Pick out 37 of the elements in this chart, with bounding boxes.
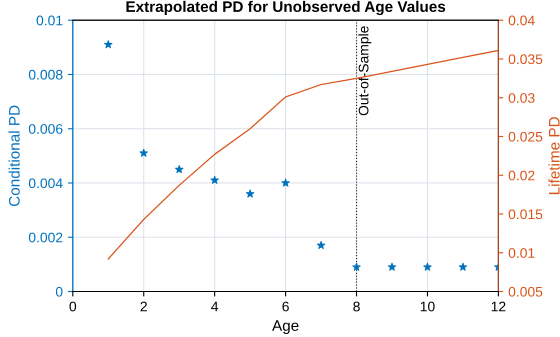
y2-tick-label: 0.025: [508, 132, 542, 142]
y-tick-label: 0.008: [28, 70, 62, 80]
point: [210, 176, 219, 184]
x-tick-label: 0: [69, 302, 76, 312]
ref-line-label: Out-of-Sample: [358, 26, 372, 116]
point: [388, 262, 396, 271]
y-tick-label: 0: [56, 286, 63, 297]
point: [352, 262, 361, 271]
y2-tick-label: 0.02: [508, 170, 534, 180]
y2-axis-title: Lifetime PD: [548, 117, 560, 194]
point: [246, 189, 254, 198]
x-tick-label: 8: [353, 302, 360, 312]
point: [423, 262, 432, 271]
y2-tick-label: 0.01: [508, 248, 534, 258]
x-tick-label: 12: [492, 302, 506, 312]
point: [104, 40, 112, 48]
y2-tick-label: 0.015: [508, 209, 542, 220]
x-tick-label: 2: [140, 302, 147, 312]
y-tick-label: 0.004: [28, 178, 63, 188]
point: [316, 241, 326, 250]
y-tick-label: 0.002: [28, 232, 62, 242]
x-axis-title: Age: [272, 320, 299, 334]
y2-tick-label: 0.04: [508, 16, 535, 26]
x-tick-label: 6: [282, 302, 289, 312]
y2-tick-label: 0.005: [508, 286, 542, 297]
x-tick-label: 4: [211, 302, 218, 312]
y-tick-label: 0.01: [36, 16, 62, 26]
point: [140, 148, 148, 157]
point: [281, 178, 290, 187]
x-tick-label: 10: [420, 302, 435, 312]
point: [458, 262, 468, 271]
y-tick-label: 0.006: [28, 124, 62, 134]
y2-tick-label: 0.035: [508, 54, 542, 64]
point: [175, 165, 184, 174]
chart-title: Extrapolated PD for Unobserved Age Values: [126, 0, 446, 16]
y-axis-title: Conditional PD: [8, 106, 20, 206]
y2-tick-label: 0.03: [508, 93, 535, 103]
